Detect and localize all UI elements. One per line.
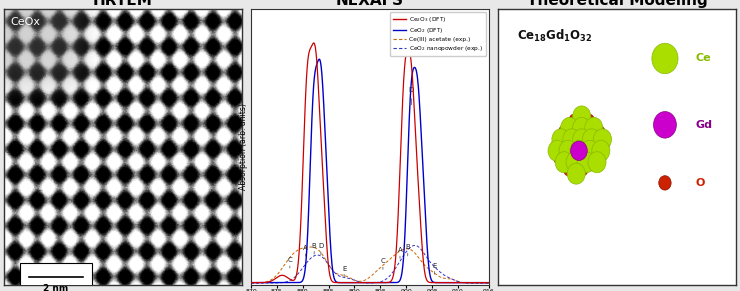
Text: $\mathbf{Ce_{18}Gd_1O_{32}}$: $\mathbf{Ce_{18}Gd_1O_{32}}$: [517, 28, 593, 44]
Circle shape: [593, 138, 602, 148]
Text: B: B: [406, 244, 410, 256]
Circle shape: [576, 161, 585, 171]
Circle shape: [551, 139, 560, 149]
Circle shape: [548, 140, 566, 161]
Text: Ce: Ce: [696, 54, 711, 63]
Circle shape: [563, 129, 581, 150]
Circle shape: [653, 111, 676, 138]
Circle shape: [587, 153, 595, 163]
Circle shape: [588, 161, 596, 171]
Circle shape: [568, 137, 577, 147]
Text: A: A: [303, 245, 308, 256]
Circle shape: [564, 166, 573, 176]
Circle shape: [577, 152, 595, 173]
Circle shape: [579, 166, 588, 175]
Circle shape: [583, 143, 591, 153]
Circle shape: [580, 131, 588, 141]
Circle shape: [575, 131, 583, 141]
Circle shape: [593, 129, 611, 150]
Circle shape: [571, 141, 588, 160]
Circle shape: [581, 140, 599, 161]
Circle shape: [573, 143, 581, 153]
Circle shape: [561, 117, 579, 139]
Circle shape: [596, 126, 605, 136]
Text: B: B: [312, 243, 317, 254]
Circle shape: [576, 153, 585, 163]
Text: D: D: [408, 87, 414, 105]
Circle shape: [588, 152, 606, 173]
Circle shape: [583, 127, 592, 137]
Circle shape: [598, 153, 606, 163]
Y-axis label: Absorption (arb. units): Absorption (arb. units): [239, 104, 249, 190]
Circle shape: [569, 114, 578, 124]
Text: C: C: [287, 257, 292, 268]
Circle shape: [582, 120, 590, 130]
Circle shape: [559, 126, 567, 136]
Circle shape: [601, 141, 609, 151]
Circle shape: [552, 129, 570, 150]
Circle shape: [567, 163, 585, 184]
Text: D: D: [318, 243, 323, 255]
Circle shape: [571, 127, 580, 137]
Circle shape: [585, 117, 603, 139]
Text: O: O: [696, 178, 705, 188]
Circle shape: [591, 150, 599, 159]
Circle shape: [573, 117, 591, 139]
Circle shape: [555, 152, 574, 173]
Circle shape: [570, 140, 588, 161]
Circle shape: [569, 141, 577, 151]
Circle shape: [573, 106, 591, 127]
Circle shape: [592, 140, 610, 161]
Circle shape: [558, 141, 566, 151]
Circle shape: [659, 176, 671, 190]
Circle shape: [594, 143, 602, 153]
Circle shape: [574, 120, 582, 130]
Circle shape: [585, 132, 594, 141]
Circle shape: [580, 150, 589, 159]
Circle shape: [569, 132, 578, 141]
Circle shape: [584, 138, 593, 148]
Text: C: C: [380, 258, 386, 269]
Circle shape: [559, 140, 577, 161]
Legend: Ce$_2$O$_3$ (DFT), CeO$_2$ (DFT), Ce(III) acetate (exp.), CeO$_2$ nanopowder (ex: Ce$_2$O$_3$ (DFT), CeO$_2$ (DFT), Ce(III…: [390, 12, 486, 56]
Bar: [21, 263, 92, 291]
Circle shape: [562, 138, 571, 148]
Circle shape: [563, 131, 572, 141]
Circle shape: [585, 114, 594, 124]
Title: Theoretical Modeling: Theoretical Modeling: [527, 0, 707, 8]
Text: E: E: [342, 266, 346, 277]
Circle shape: [558, 150, 567, 159]
Circle shape: [565, 153, 574, 163]
Text: A: A: [397, 247, 403, 258]
Circle shape: [591, 129, 600, 139]
Text: Gd: Gd: [696, 120, 713, 130]
Circle shape: [590, 143, 598, 153]
Text: E: E: [432, 263, 437, 274]
Title: NEXAFS: NEXAFS: [336, 0, 404, 8]
Circle shape: [652, 43, 678, 74]
Circle shape: [582, 129, 601, 150]
Text: CeOx: CeOx: [11, 17, 41, 27]
Circle shape: [579, 141, 588, 151]
Circle shape: [573, 129, 591, 150]
Circle shape: [569, 150, 578, 159]
Title: HRTEM: HRTEM: [92, 0, 152, 8]
Circle shape: [574, 138, 582, 148]
Circle shape: [566, 152, 584, 173]
Circle shape: [565, 161, 574, 171]
Text: 2 nm: 2 nm: [44, 284, 69, 291]
Circle shape: [554, 154, 562, 164]
